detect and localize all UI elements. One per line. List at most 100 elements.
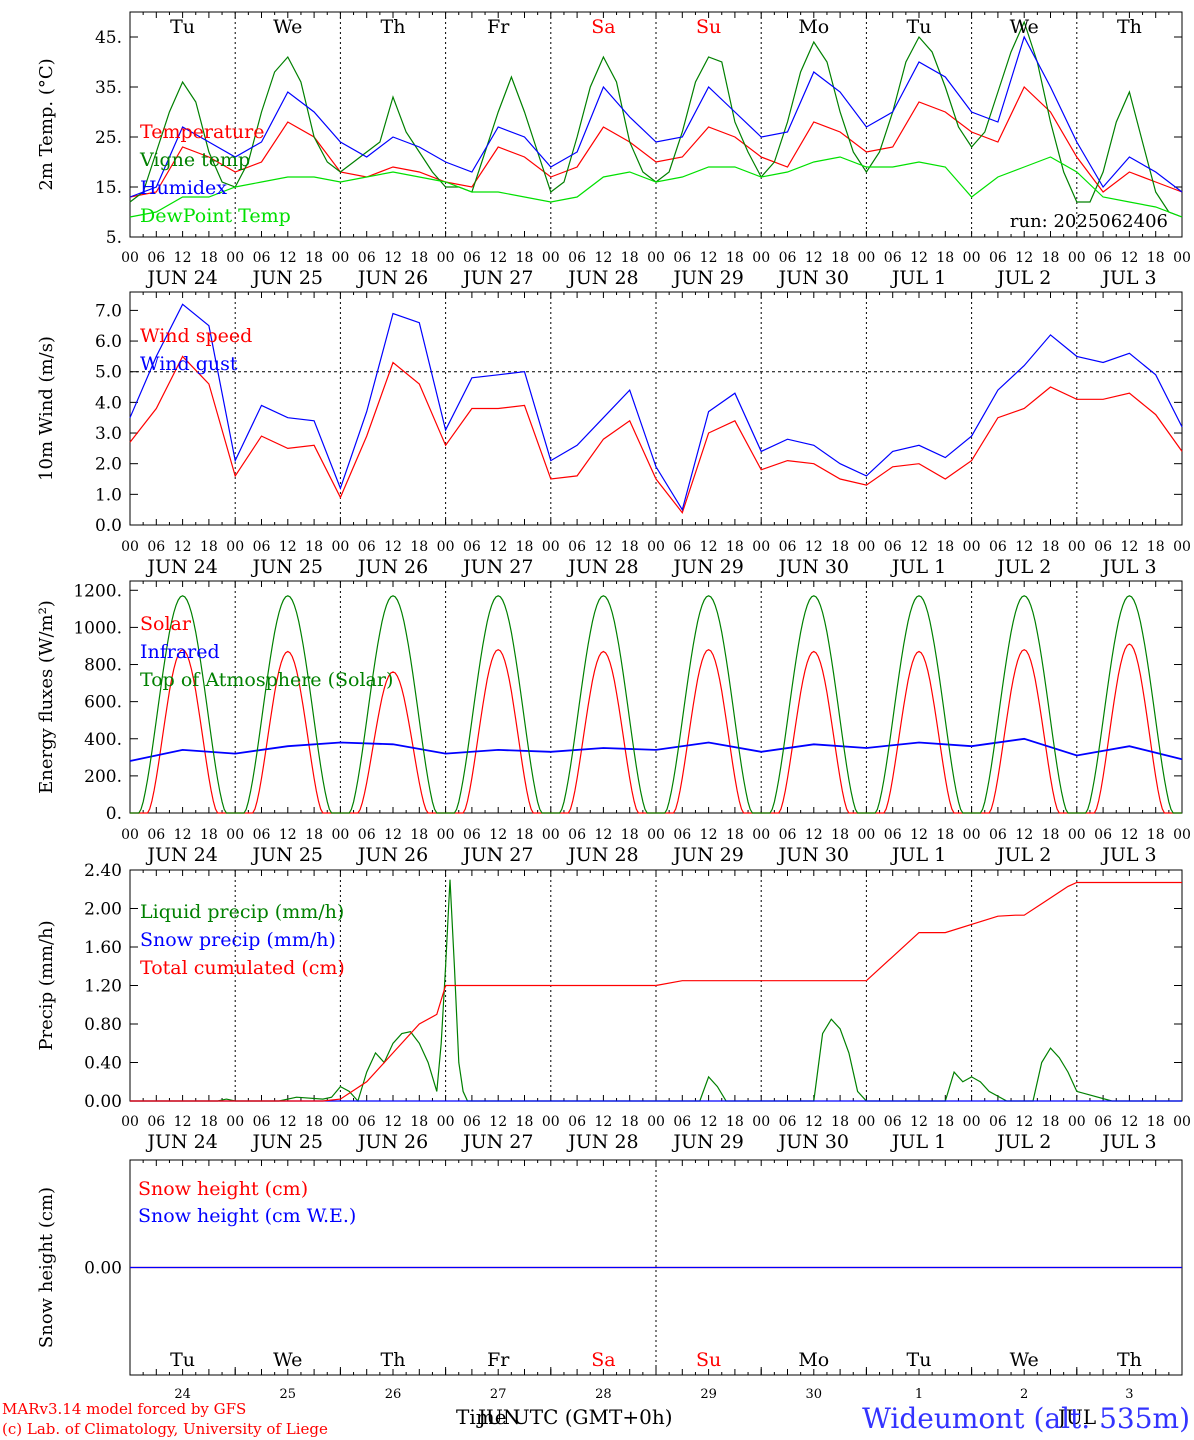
panel-4: 0.00 0.40 0.80 1.20 1.60 2.00 2.40 Precip (mm/h… xyxy=(36,861,1191,1153)
y-tick-label: 1.0 xyxy=(95,485,122,505)
hour-tick-label: 06 xyxy=(1094,1114,1112,1130)
day-number-label: 28 xyxy=(595,1387,612,1402)
day-number-label: 3 xyxy=(1125,1387,1133,1402)
footer-time-label: Time UTC (GMT+0h) xyxy=(456,1405,673,1429)
hour-tick-label: 18 xyxy=(305,250,323,266)
hour-tick-label: 18 xyxy=(726,1114,744,1130)
hour-tick-label: 06 xyxy=(884,1114,902,1130)
hour-tick-label: 06 xyxy=(253,539,271,555)
date-label: JUN 25 xyxy=(251,556,323,578)
legend-entry: Wind speed xyxy=(140,325,252,347)
hour-tick-label: 12 xyxy=(805,250,823,266)
hour-tick-label: 12 xyxy=(384,827,402,843)
hour-tick-label: 12 xyxy=(1015,539,1033,555)
y-axis-label: 2m Temp. (°C) xyxy=(36,58,57,190)
hour-tick-label: 06 xyxy=(253,827,271,843)
hour-tick-label: 06 xyxy=(568,250,586,266)
y-tick-label: 2.00 xyxy=(84,900,122,920)
hour-tick-label: 12 xyxy=(700,539,718,555)
hour-tick-label: 12 xyxy=(910,539,928,555)
series-line-temperature xyxy=(129,85,1183,198)
hour-tick-label: 00 xyxy=(647,539,665,555)
day-name-label: Th xyxy=(381,1349,406,1371)
hour-tick-label: 00 xyxy=(857,1114,875,1130)
hour-tick-label: 00 xyxy=(857,539,875,555)
hour-tick-label: 12 xyxy=(700,250,718,266)
day-name-label: Mo xyxy=(798,1349,829,1371)
hour-tick-label: 12 xyxy=(174,827,192,843)
hour-tick-label: 18 xyxy=(410,827,428,843)
series-line-wind-speed xyxy=(129,355,1183,514)
hour-tick-label: 06 xyxy=(989,539,1007,555)
date-label: JUN 29 xyxy=(671,267,743,289)
series-line-infrared xyxy=(129,737,1183,762)
hour-tick-label: 00 xyxy=(647,250,665,266)
hour-tick-label: 18 xyxy=(305,1114,323,1130)
hour-tick-label: 00 xyxy=(331,250,349,266)
hour-tick-label: 18 xyxy=(831,1114,849,1130)
hour-tick-label: 06 xyxy=(358,827,376,843)
panel-2: 0.0 1.0 2.0 3.0 4.0 5.0 6.0 7.0 10m Wind (m/s) Wi… xyxy=(36,291,1191,578)
date-label: JUL 2 xyxy=(995,844,1051,866)
hour-tick-label: 00 xyxy=(1068,827,1086,843)
hour-tick-label: 06 xyxy=(463,250,481,266)
hour-tick-label: 00 xyxy=(226,1114,244,1130)
hour-tick-label: 12 xyxy=(1120,1114,1138,1130)
hour-tick-label: 12 xyxy=(594,250,612,266)
day-name-label: Fr xyxy=(487,1349,510,1371)
legend-entry: Total cumulated (cm) xyxy=(140,957,345,979)
hour-tick-label: 18 xyxy=(726,827,744,843)
day-name-label: Th xyxy=(1117,1349,1142,1371)
y-tick-label: 5.0 xyxy=(95,363,122,383)
hour-tick-label: 18 xyxy=(305,827,323,843)
date-label: JUL 2 xyxy=(995,1131,1051,1153)
hour-tick-label: 12 xyxy=(594,539,612,555)
hour-tick-label: 12 xyxy=(805,827,823,843)
date-label: JUN 26 xyxy=(356,556,428,578)
hour-tick-label: 12 xyxy=(384,1114,402,1130)
hour-tick-label: 00 xyxy=(542,1114,560,1130)
day-name-label: We xyxy=(1010,1349,1039,1371)
hour-tick-label: 18 xyxy=(621,539,639,555)
hour-tick-label: 00 xyxy=(542,250,560,266)
day-name-label: Th xyxy=(381,16,406,38)
hour-tick-label: 06 xyxy=(673,827,691,843)
hour-tick-label: 18 xyxy=(516,827,534,843)
hour-tick-label: 06 xyxy=(358,1114,376,1130)
hour-tick-label: 18 xyxy=(831,539,849,555)
hour-tick-label: 12 xyxy=(489,250,507,266)
day-number-label: 25 xyxy=(280,1387,297,1402)
hour-tick-label: 06 xyxy=(253,1114,271,1130)
date-label: JUN 29 xyxy=(671,556,743,578)
hour-tick-label: 00 xyxy=(1068,539,1086,555)
hour-tick-label: 12 xyxy=(279,827,297,843)
hour-tick-label: 00 xyxy=(121,827,139,843)
date-label: JUN 24 xyxy=(145,844,217,866)
hour-tick-label: 00 xyxy=(331,827,349,843)
hour-tick-label: 06 xyxy=(1094,539,1112,555)
hour-tick-label: 12 xyxy=(594,1114,612,1130)
day-name-label: Tu xyxy=(170,1349,195,1371)
hour-tick-label: 06 xyxy=(1094,827,1112,843)
hour-tick-label: 18 xyxy=(726,250,744,266)
date-label: JUL 2 xyxy=(995,556,1051,578)
date-label: JUN 24 xyxy=(145,267,217,289)
hour-tick-label: 00 xyxy=(647,827,665,843)
hour-tick-label: 00 xyxy=(963,539,981,555)
series-line-humidex xyxy=(129,35,1183,198)
hour-tick-label: 06 xyxy=(568,1114,586,1130)
hour-tick-label: 18 xyxy=(1042,539,1060,555)
series-line-wind-gust xyxy=(129,303,1183,512)
y-axis-label: 10m Wind (m/s) xyxy=(36,336,57,481)
hour-tick-label: 06 xyxy=(463,827,481,843)
day-name-label: Fr xyxy=(487,16,510,38)
date-label: JUL 3 xyxy=(1100,267,1156,289)
date-label: JUL 2 xyxy=(995,267,1051,289)
y-tick-label: 0.0 xyxy=(95,516,122,536)
legend-entry: Snow height (cm) xyxy=(138,1178,308,1200)
hour-tick-label: 12 xyxy=(384,250,402,266)
legend-entry: Infrared xyxy=(140,641,220,663)
y-tick-label: 5. xyxy=(106,228,122,248)
hour-tick-label: 00 xyxy=(963,250,981,266)
y-tick-label: 2.0 xyxy=(95,455,122,475)
